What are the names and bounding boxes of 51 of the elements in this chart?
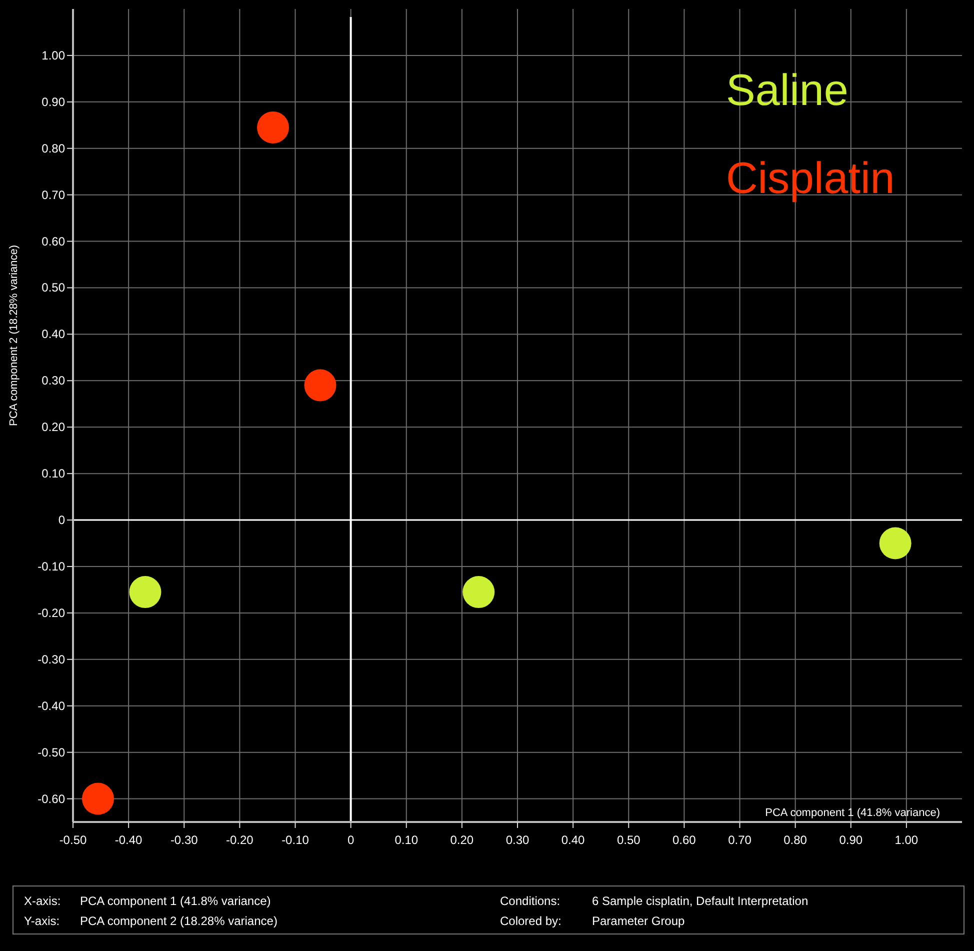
x-axis-title: PCA component 1 (41.8% variance) <box>765 807 940 819</box>
y-tick-label: 0 <box>58 513 66 528</box>
x-tick-label: 0 <box>347 833 354 847</box>
y-tick-label: -0.10 <box>38 559 66 574</box>
y-tick-label: 0.90 <box>42 94 66 109</box>
y-tick-label: -0.60 <box>38 792 66 806</box>
x-tick-label: 0.40 <box>561 833 586 847</box>
point <box>462 576 495 608</box>
x-tick-label: -0.50 <box>59 833 87 847</box>
point <box>304 369 336 402</box>
y-tick-label: -0.40 <box>38 698 66 713</box>
point <box>129 576 162 608</box>
y-tick-label: -0.20 <box>38 606 66 620</box>
y-tick-label: 0.30 <box>42 374 66 388</box>
text: Parameter Group <box>592 914 686 928</box>
x-tick-label: 0.50 <box>616 833 641 847</box>
x-tick-label: -0.10 <box>282 833 310 847</box>
x-tick-label: 0.80 <box>784 833 808 847</box>
text: 6 Sample cisplatin, Default Interpretation <box>592 894 808 908</box>
x-tick-label: 0.60 <box>672 833 696 847</box>
y-tick-label: -0.50 <box>38 745 66 760</box>
y-tick-label: -0.30 <box>38 652 66 666</box>
x-tick-label: -0.30 <box>170 833 198 847</box>
x-tick-label: 0.90 <box>839 833 863 847</box>
y-axis-title: PCA component 2 (18.28% variance) <box>8 245 20 426</box>
y-tick-label: 0.70 <box>42 188 66 202</box>
y-tick-label: 1.00 <box>42 48 66 62</box>
point <box>257 111 290 144</box>
text: PCA component 2 (18.28% variance) <box>80 914 278 928</box>
text: Conditions: <box>500 894 560 908</box>
x-tick-label: 1.00 <box>894 833 918 847</box>
x-tick-label: 0.10 <box>394 833 418 847</box>
text: X-axis: <box>24 894 61 908</box>
text: Saline <box>726 66 848 115</box>
y-tick-label: 0.50 <box>42 280 66 295</box>
y-tick-label: 0.10 <box>42 466 66 481</box>
y-tick-label: 0.80 <box>42 141 66 156</box>
y-tick-label: 0.40 <box>42 327 66 342</box>
text: Y-axis: <box>24 914 60 928</box>
text: PCA component 1 (41.8% variance) <box>80 894 271 908</box>
x-tick-label: -0.40 <box>114 833 143 847</box>
y-tick-label: 0.60 <box>42 234 66 248</box>
point <box>879 527 912 560</box>
x-tick-label: 0.20 <box>450 833 474 847</box>
text: Cisplatin <box>726 154 895 203</box>
text: Colored by: <box>500 914 562 928</box>
x-tick-label: 0.30 <box>506 833 530 847</box>
y-tick-label: 0.20 <box>42 420 66 434</box>
x-tick-label: -0.20 <box>226 833 254 847</box>
point <box>82 782 114 815</box>
x-tick-label: 0.70 <box>728 833 752 847</box>
